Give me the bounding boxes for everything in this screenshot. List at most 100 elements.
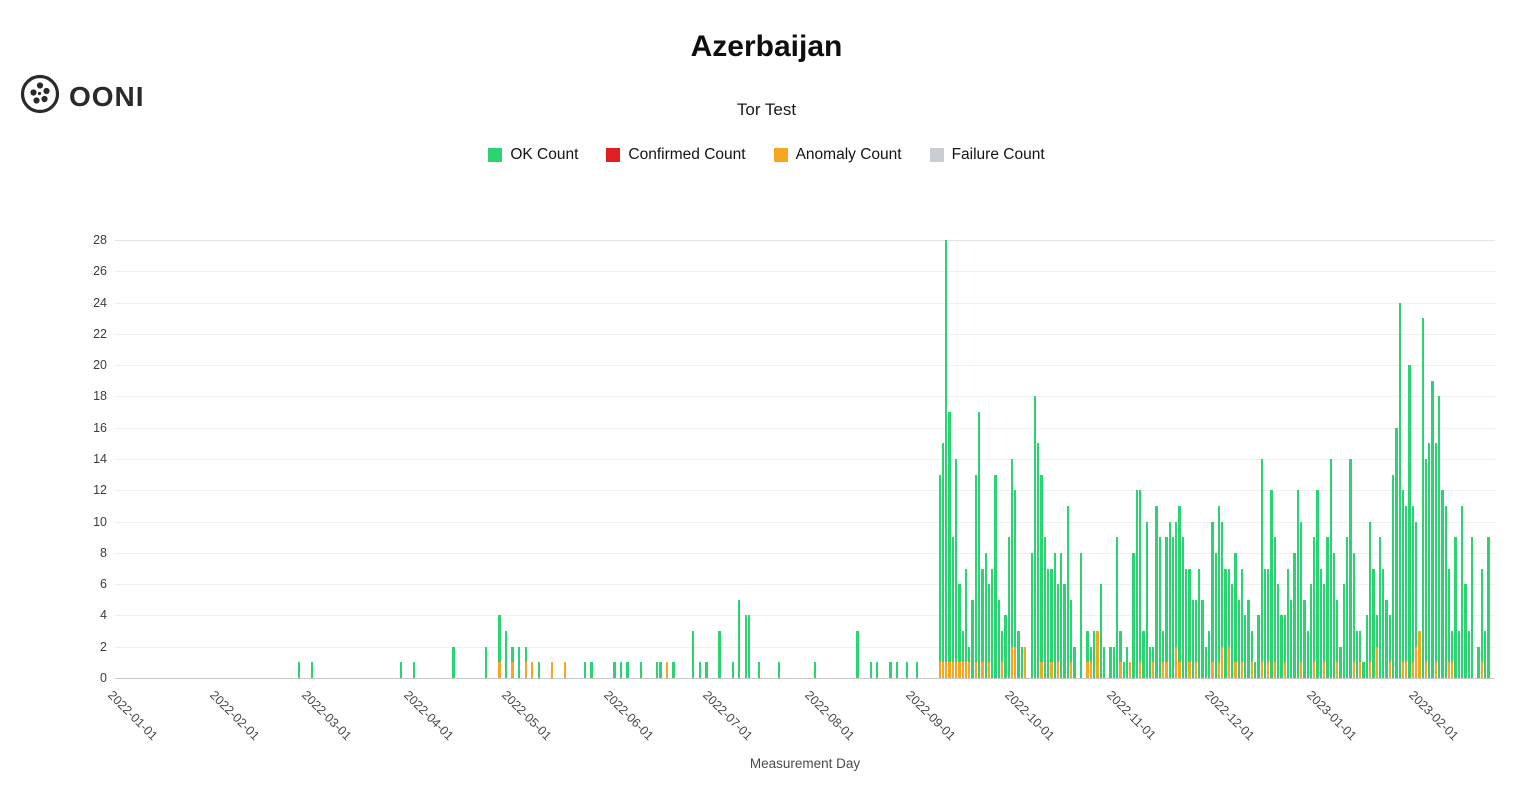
bar-segment-ok-2022-06-02 xyxy=(613,662,616,678)
legend-item-failure-count[interactable]: Failure Count xyxy=(929,146,1045,164)
bar-segment-ok-2022-11-11 xyxy=(1145,521,1148,678)
bar-segment-anomaly-2022-12-23 xyxy=(1283,662,1286,678)
y-axis-tick-label: 28 xyxy=(93,233,107,247)
bar-segment-ok-2022-10-15 xyxy=(1056,584,1060,663)
bar-segment-ok-2022-04-30 xyxy=(504,631,508,678)
legend: OK Count Confirmed Count Anomaly Count Fail… xyxy=(0,146,1533,164)
bar-segment-ok-2022-08-27 xyxy=(895,662,899,678)
bar-segment-ok-2023-01-25 xyxy=(1391,474,1395,678)
bar-segment-anomaly-2023-01-29 xyxy=(1405,662,1408,678)
bar-segment-anomaly-2022-09-16 xyxy=(961,662,964,678)
bar-segment-anomaly-2022-10-05 xyxy=(1023,646,1027,678)
bar-segment-ok-2022-10-18 xyxy=(1066,505,1070,678)
bar-segment-ok-2022-11-03 xyxy=(1119,631,1122,663)
bar-segment-ok-2022-09-30 xyxy=(1007,537,1010,678)
bar-segment-ok-2022-09-09 xyxy=(938,474,941,663)
bar-segment-anomaly-2023-02-21 xyxy=(1480,662,1484,678)
bar-segment-ok-2022-09-11 xyxy=(945,240,948,663)
bar-segment-ok-2022-12-15 xyxy=(1257,615,1260,678)
gridline-y18 xyxy=(115,396,1495,397)
bar-segment-anomaly-2022-10-25 xyxy=(1089,662,1093,678)
bar-segment-ok-2022-07-08 xyxy=(731,662,734,678)
x-axis-tick-label: 2022-07-01 xyxy=(700,688,756,744)
bar-segment-anomaly-2022-09-20 xyxy=(974,662,978,678)
bar-segment-ok-2022-04-02 xyxy=(412,662,416,678)
x-axis-tick-label: 2022-04-01 xyxy=(401,688,457,744)
bar-segment-ok-2022-10-31 xyxy=(1109,646,1112,678)
bar-segment-ok-2022-02-26 xyxy=(297,662,301,678)
bar-segment-anomaly-2023-01-31 xyxy=(1411,662,1415,678)
bar-segment-ok-2022-10-13 xyxy=(1050,568,1053,663)
bar-segment-anomaly-2022-11-03 xyxy=(1119,662,1122,678)
x-axis-tick-label: 2022-05-01 xyxy=(499,688,555,744)
gridline-y26 xyxy=(115,271,1495,272)
bar-segment-ok-2022-09-12 xyxy=(948,412,951,663)
bar-segment-anomaly-2022-12-18 xyxy=(1267,662,1270,678)
bar-segment-ok-2023-01-03 xyxy=(1319,568,1323,678)
bar-segment-ok-2022-09-21 xyxy=(977,412,981,678)
bar-segment-ok-2023-02-11 xyxy=(1447,568,1451,663)
bar-segment-ok-2023-02-18 xyxy=(1470,537,1474,678)
bar-segment-anomaly-2022-04-28 xyxy=(498,662,501,678)
bar-segment-anomaly-2022-05-06 xyxy=(524,662,527,678)
legend-item-anomaly-count[interactable]: Anomaly Count xyxy=(773,146,902,164)
chart-title: Azerbaijan xyxy=(690,30,843,63)
bar-segment-ok-2022-09-10 xyxy=(941,443,945,663)
bar-segment-ok-2023-01-31 xyxy=(1411,505,1415,663)
bar-segment-ok-2022-11-28 xyxy=(1201,599,1204,678)
bar-segment-ok-2023-02-03 xyxy=(1421,318,1424,678)
bar-segment-ok-2022-12-22 xyxy=(1280,615,1283,678)
bar-segment-ok-2022-11-02 xyxy=(1115,537,1119,678)
bar-segment-ok-2022-06-10 xyxy=(639,662,642,678)
bar-segment-ok-2022-06-30 xyxy=(705,662,708,678)
bar-segment-ok-2022-12-04 xyxy=(1221,521,1224,647)
bar-segment-ok-2023-01-24 xyxy=(1388,615,1392,663)
bar-segment-ok-2022-11-26 xyxy=(1194,599,1198,663)
bar-segment-anomaly-2022-12-04 xyxy=(1221,646,1224,678)
bar-segment-ok-2022-11-27 xyxy=(1198,568,1201,678)
bar-segment-ok-2023-02-20 xyxy=(1477,646,1480,678)
ooni-brand[interactable]: OONI xyxy=(18,72,145,121)
bar-segment-ok-2022-10-09 xyxy=(1037,443,1040,678)
legend-item-confirmed-count[interactable]: Confirmed Count xyxy=(606,146,746,164)
bar-segment-ok-2022-07-22 xyxy=(777,662,780,678)
legend-item-ok-count[interactable]: OK Count xyxy=(488,146,578,164)
y-axis-tick-label: 16 xyxy=(93,421,107,435)
bar-segment-ok-2023-02-15 xyxy=(1460,505,1464,678)
bar-segment-anomaly-2023-01-18 xyxy=(1368,662,1372,678)
bar-segment-anomaly-2022-12-10 xyxy=(1240,662,1244,678)
y-axis-tick-label: 2 xyxy=(100,640,107,654)
bar-segment-ok-2023-02-16 xyxy=(1464,584,1467,678)
bar-segment-anomaly-2023-01-20 xyxy=(1375,646,1378,678)
bar-segment-anomaly-2022-12-06 xyxy=(1227,646,1231,678)
bar-segment-anomaly-2022-05-08 xyxy=(531,662,534,678)
bar-segment-anomaly-2022-09-12 xyxy=(948,662,951,678)
bar-segment-anomaly-2022-10-02 xyxy=(1014,646,1017,678)
bar-segment-ok-2023-02-13 xyxy=(1454,537,1457,678)
bar-segment-ok-2023-01-01 xyxy=(1313,537,1316,663)
bar-segment-anomaly-2023-01-15 xyxy=(1359,662,1362,678)
bar-segment-ok-2022-12-16 xyxy=(1260,459,1263,663)
bar-segment-ok-2022-05-02 xyxy=(511,646,514,663)
bar-segment-ok-2023-01-27 xyxy=(1398,302,1401,678)
gridline-y4 xyxy=(115,615,1495,616)
bar-segment-ok-2022-10-26 xyxy=(1092,631,1096,678)
bar-segment-ok-2022-10-02 xyxy=(1014,490,1017,647)
bar-segment-anomaly-2022-12-03 xyxy=(1217,662,1221,678)
ooni-wordmark: OONI xyxy=(69,80,145,112)
bar-segment-ok-2022-12-11 xyxy=(1244,615,1247,678)
bar-segment-ok-2022-12-26 xyxy=(1293,552,1296,678)
bar-segment-ok-2022-11-23 xyxy=(1184,568,1188,678)
bar-segment-ok-2022-05-24 xyxy=(583,662,587,678)
y-axis-tick-label: 0 xyxy=(100,671,107,685)
bar-segment-ok-2022-06-28 xyxy=(698,662,702,678)
bar-segment-ok-2022-11-19 xyxy=(1171,537,1175,678)
y-axis-tick-label: 20 xyxy=(93,358,107,372)
gridline-y10 xyxy=(115,522,1495,523)
bar-segment-ok-2023-02-10 xyxy=(1444,505,1447,678)
bar-segment-anomaly-2022-12-13 xyxy=(1250,662,1254,678)
bar-segment-ok-2022-09-15 xyxy=(958,584,961,663)
x-axis-tick-label: 2022-09-01 xyxy=(903,688,959,744)
bar-segment-ok-2022-11-05 xyxy=(1125,646,1129,678)
bar-segment-anomaly-2022-09-13 xyxy=(951,662,955,678)
